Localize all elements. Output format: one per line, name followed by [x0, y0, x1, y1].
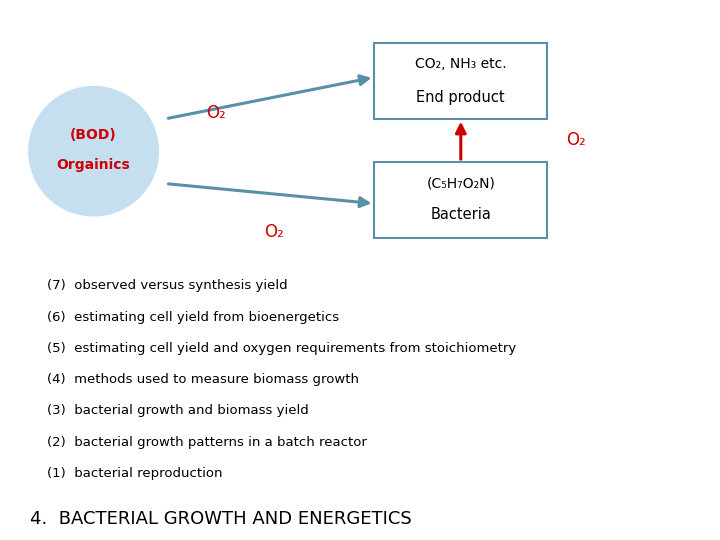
Text: (6)  estimating cell yield from bioenergetics: (6) estimating cell yield from bioenerge…	[47, 310, 339, 323]
Text: (BOD): (BOD)	[71, 128, 117, 142]
Text: Bacteria: Bacteria	[431, 207, 491, 222]
Text: CO₂, NH₃ etc.: CO₂, NH₃ etc.	[415, 57, 507, 71]
Text: 4.  BACTERIAL GROWTH AND ENERGETICS: 4. BACTERIAL GROWTH AND ENERGETICS	[30, 510, 412, 528]
Text: (1)  bacterial reproduction: (1) bacterial reproduction	[47, 467, 222, 480]
Text: (4)  methods used to measure biomass growth: (4) methods used to measure biomass grow…	[47, 373, 359, 386]
Text: (7)  observed versus synthesis yield: (7) observed versus synthesis yield	[47, 279, 287, 292]
Text: (3)  bacterial growth and biomass yield: (3) bacterial growth and biomass yield	[47, 404, 309, 417]
Text: (2)  bacterial growth patterns in a batch reactor: (2) bacterial growth patterns in a batch…	[47, 436, 366, 449]
Text: O₂: O₂	[566, 131, 586, 150]
Text: O₂: O₂	[206, 104, 226, 123]
Text: (C₅H₇O₂N): (C₅H₇O₂N)	[426, 176, 495, 190]
FancyBboxPatch shape	[374, 162, 547, 238]
Text: O₂: O₂	[264, 223, 284, 241]
FancyBboxPatch shape	[374, 43, 547, 119]
Text: Orgainics: Orgainics	[57, 158, 130, 172]
Ellipse shape	[29, 86, 158, 216]
Text: End product: End product	[416, 90, 505, 105]
Text: (5)  estimating cell yield and oxygen requirements from stoichiometry: (5) estimating cell yield and oxygen req…	[47, 342, 516, 355]
